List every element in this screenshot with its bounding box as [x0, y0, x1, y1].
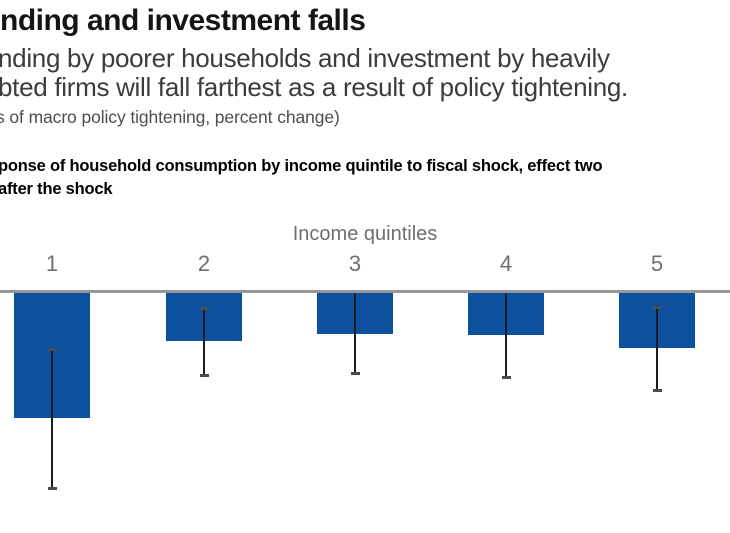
error-cap-bottom-quintile-2: [199, 374, 209, 377]
error-cap-bottom-quintile-3: [350, 372, 360, 375]
x-tick-label-quintile-3: 3: [348, 251, 362, 276]
error-bar-quintile-2: [203, 308, 205, 375]
error-bar-quintile-3: [354, 293, 356, 373]
error-cap-top-quintile-2: [199, 307, 209, 310]
error-cap-bottom-quintile-4: [501, 376, 511, 379]
units-note: s of macro policy tightening, percent ch…: [0, 107, 340, 127]
zero-axis-line: [0, 290, 730, 293]
subtitle-line-1: nding by poorer households and investmen…: [0, 43, 610, 73]
chart-heading: ponse of household consumption by income…: [0, 155, 603, 201]
x-tick-label-quintile-5: 5: [650, 251, 664, 276]
x-axis-title: Income quintiles: [292, 223, 438, 245]
error-cap-top-quintile-5: [652, 306, 662, 309]
x-tick-label-quintile-4: 4: [499, 251, 513, 276]
error-cap-top-quintile-1: [47, 348, 57, 351]
chart-heading-line-1: ponse of household consumption by income…: [0, 157, 603, 175]
figure-subtitle: nding by poorer households and investmen…: [0, 44, 628, 101]
error-bar-quintile-4: [505, 293, 507, 377]
error-cap-bottom-quintile-1: [47, 487, 57, 490]
chart-heading-line-2: after the shock: [0, 180, 113, 198]
x-tick-label-quintile-2: 2: [197, 251, 211, 276]
error-bar-quintile-1: [51, 349, 53, 488]
error-cap-bottom-quintile-5: [652, 389, 662, 392]
subtitle-line-2: bted firms will fall farthest as a resul…: [0, 71, 628, 102]
figure-title: nding and investment falls: [0, 4, 366, 37]
error-bar-quintile-5: [656, 307, 658, 390]
x-tick-label-quintile-1: 1: [45, 251, 59, 276]
